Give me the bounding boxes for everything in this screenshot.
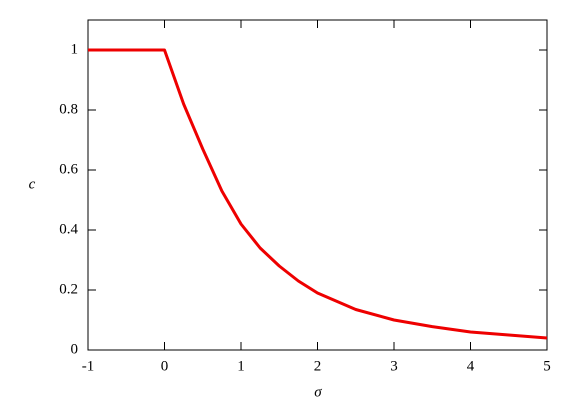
y-tick-label: 0	[71, 341, 79, 357]
x-tick-label: -1	[82, 358, 95, 374]
y-axis-label: c	[29, 176, 36, 192]
x-axis-label: σ	[314, 384, 322, 400]
x-tick-label: 1	[237, 358, 245, 374]
y-tick-label: 1	[71, 41, 79, 57]
y-tick-label: 0.6	[59, 161, 78, 177]
y-tick-label: 0.2	[59, 281, 78, 297]
y-tick-label: 0.8	[59, 101, 78, 117]
x-tick-label: 0	[161, 358, 169, 374]
line	[88, 48, 548, 340]
x-tick-label: 3	[390, 358, 398, 374]
plot-frame	[87, 19, 548, 351]
x-tick-label: 2	[314, 358, 322, 374]
x-tick-label: 5	[543, 358, 551, 374]
y-tick-label: 0.4	[59, 221, 78, 237]
x-tick-label: 4	[467, 358, 475, 374]
